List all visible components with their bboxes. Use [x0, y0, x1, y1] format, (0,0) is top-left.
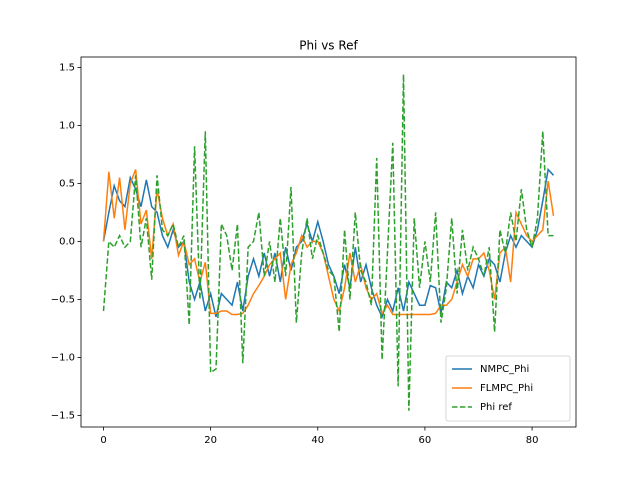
- x-tick-label: 60: [419, 435, 432, 446]
- plot-frame: [80, 56, 577, 428]
- x-tick-label: 20: [204, 435, 217, 446]
- line-series: [102, 167, 555, 319]
- legend-label: NMPC_Phi: [480, 364, 529, 375]
- x-tick-label: 0: [100, 435, 106, 446]
- legend-label: FLMPC_Phi: [480, 383, 533, 394]
- y-tick-label: 0.5: [59, 178, 75, 189]
- legend-label: Phi ref: [480, 402, 512, 413]
- line-series: [102, 74, 554, 411]
- y-tick-label: −0.5: [51, 294, 75, 305]
- chart-title: Phi vs Ref: [299, 39, 358, 53]
- legend: NMPC_Phi FLMPC_Phi Phi ref: [445, 355, 571, 422]
- legend-box: [445, 355, 571, 422]
- x-tick-label: 40: [311, 435, 324, 446]
- y-tick-label: −1.5: [51, 410, 75, 421]
- x-tick-label: 80: [526, 435, 539, 446]
- y-tick-label: −1.0: [51, 352, 75, 363]
- y-tick-label: 1.0: [59, 120, 75, 131]
- y-tick-label: 1.5: [59, 62, 75, 73]
- y-tick-label: 0.0: [59, 236, 75, 247]
